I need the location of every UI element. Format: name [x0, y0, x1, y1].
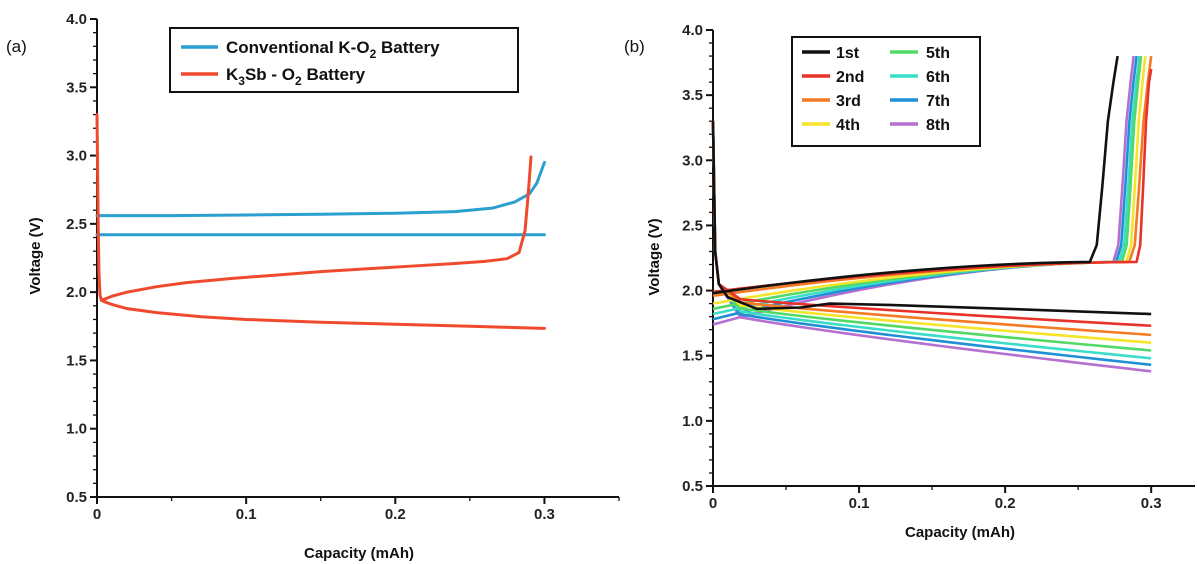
series-line-1-1 — [99, 155, 533, 302]
chart-panel-b: (b) Capacity (mAh) Voltage (V) 0.5 1.0 1… — [624, 22, 1195, 541]
legend-box — [169, 27, 519, 93]
x-tick-label: 0.3 — [1141, 495, 1162, 512]
series-lines-b — [711, 55, 1153, 373]
tick-labels-b: 0.5 1.0 1.5 2.0 2.5 3.0 3.5 4.0 0 0.1 0.… — [682, 22, 1161, 512]
legend-entry-4th: 4th — [836, 117, 860, 134]
panel-label-b: (b) — [624, 37, 645, 56]
tick-labels-a: 0.5 1.0 1.5 2.0 2.5 3.0 3.5 4.0 0 0.1 0.… — [66, 11, 555, 523]
series-lines-a — [95, 113, 546, 330]
legend-entry-5th: 5th — [926, 45, 950, 62]
y-tick-label: 2.0 — [66, 284, 87, 301]
axes-b — [706, 29, 1195, 493]
x-axis-title-b: Capacity (mAh) — [905, 524, 1015, 541]
y-tick-label: 1.5 — [682, 348, 703, 365]
y-tick-label: 1.5 — [66, 352, 87, 369]
chart-panel-a: (a) Capacity (mAh) Voltage (V) 0.5 1.0 1… — [6, 11, 620, 562]
series-line-1-0 — [95, 113, 546, 330]
legend-entry-3rd: 3rd — [836, 93, 861, 110]
discharge-line-2nd — [711, 121, 1152, 328]
y-axis-title-b: Voltage (V) — [646, 218, 663, 295]
y-tick-label: 3.5 — [682, 87, 703, 104]
discharge-line-3rd — [711, 121, 1152, 337]
legend-entry-7th: 7th — [926, 93, 950, 110]
y-tick-label: 2.5 — [66, 216, 87, 233]
legend-entry-1st: 1st — [836, 45, 860, 62]
discharge-line-6th — [711, 121, 1152, 360]
axes-a — [90, 18, 620, 504]
y-tick-label: 1.0 — [682, 413, 703, 430]
y-axis-title-a: Voltage (V) — [27, 217, 44, 294]
y-tick-label: 2.0 — [682, 283, 703, 300]
y-tick-label: 2.5 — [682, 217, 703, 234]
legend-entry-2nd: 2nd — [836, 69, 864, 86]
discharge-line-1st — [711, 121, 1152, 316]
x-tick-label: 0 — [93, 506, 101, 523]
x-tick-label: 0.2 — [995, 495, 1016, 512]
y-tick-label: 3.0 — [66, 148, 87, 165]
legend-box — [791, 36, 981, 147]
series-line-0-0 — [95, 160, 546, 218]
x-tick-label: 0.2 — [385, 506, 406, 523]
y-tick-label: 4.0 — [66, 11, 87, 28]
legend-entry-8th: 8th — [926, 117, 950, 134]
y-tick-label: 3.0 — [682, 152, 703, 169]
legend-b: 1st 2nd 3rd 4th 5th 6th 7th 8th — [791, 36, 981, 147]
y-tick-label: 0.5 — [66, 489, 87, 506]
charge-line-1st — [712, 55, 1119, 295]
discharge-line-5th — [711, 121, 1152, 352]
x-tick-label: 0.3 — [534, 506, 555, 523]
discharge-line-4th — [711, 121, 1152, 344]
x-tick-label: 0 — [709, 495, 717, 512]
legend-entry-6th: 6th — [926, 69, 950, 86]
y-tick-label: 3.5 — [66, 79, 87, 96]
legend-a: Conventional K-O2 Battery K3Sb - O2 Batt… — [169, 27, 519, 93]
x-tick-label: 0.1 — [849, 495, 870, 512]
y-tick-label: 4.0 — [682, 22, 703, 39]
discharge-line-7th — [711, 121, 1152, 367]
y-tick-label: 0.5 — [682, 478, 703, 495]
x-tick-label: 0.1 — [236, 506, 257, 523]
y-tick-label: 1.0 — [66, 421, 87, 438]
legend-entry-k3sb: K3Sb - O2 Battery — [226, 65, 366, 88]
discharge-line-8th — [711, 121, 1152, 373]
panel-label-a: (a) — [6, 37, 27, 56]
legend-entry-conventional: Conventional K-O2 Battery — [226, 38, 440, 61]
x-axis-title-a: Capacity (mAh) — [304, 545, 414, 562]
